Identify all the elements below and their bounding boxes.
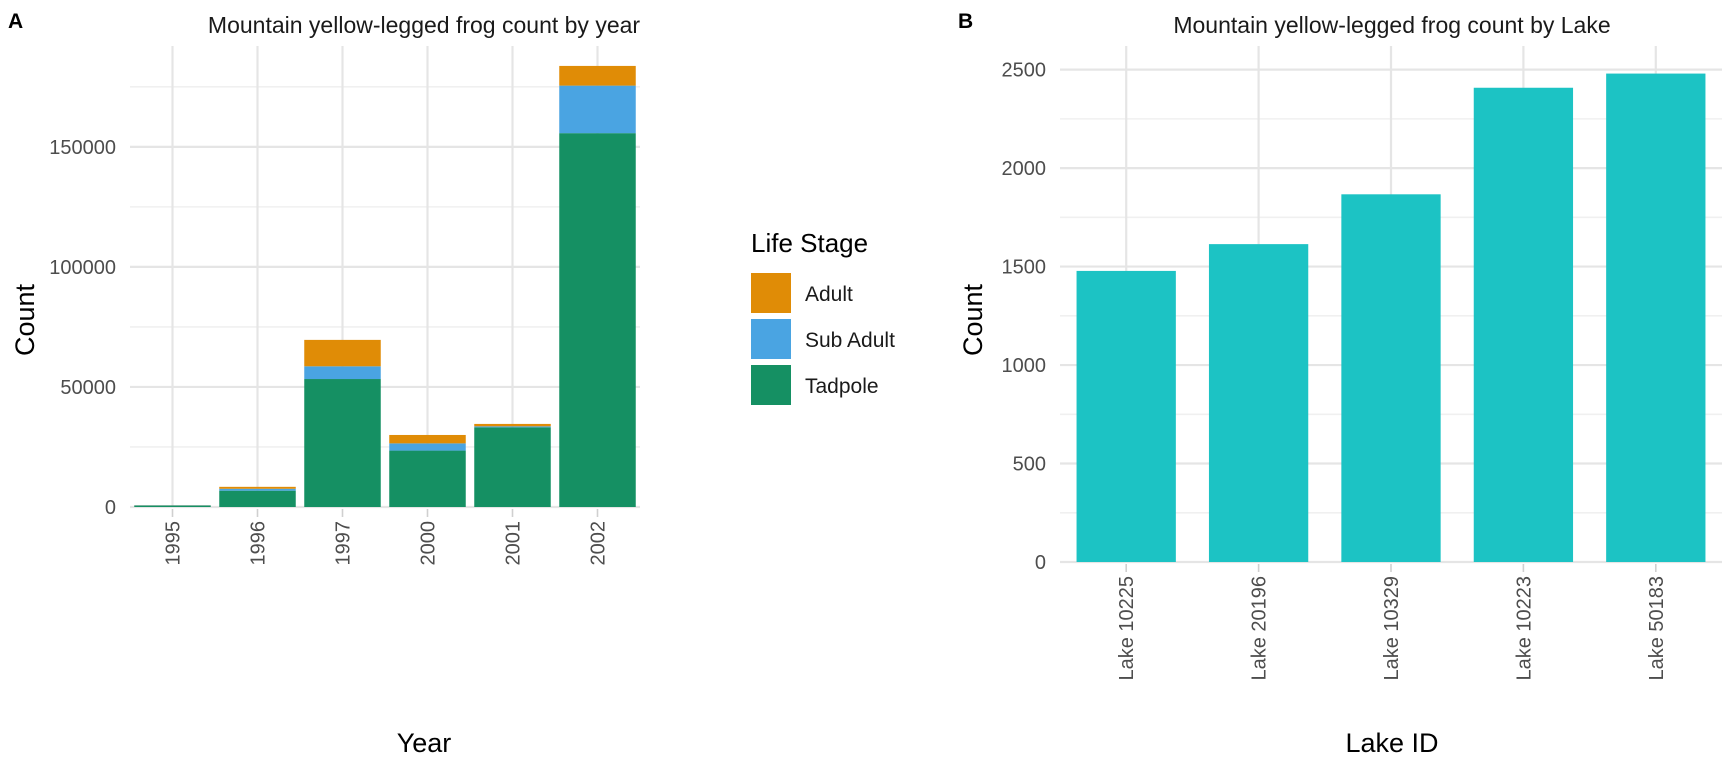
panel-b-tag: B [958, 10, 973, 33]
panel-b-x-axis-title: Lake ID [1345, 728, 1438, 758]
bar-tadpole-2000 [389, 450, 466, 507]
bar-lake-10223 [1473, 87, 1574, 562]
panel-b-x-ticks: Lake 10225 Lake 20196 Lake 10329 Lake 10223… [1116, 564, 1668, 681]
legend-label-adult: Adult [805, 283, 853, 306]
x-tick-label: 2002 [588, 521, 610, 566]
bar-sub-adult-1997 [304, 366, 381, 380]
bar-adult-2001 [474, 423, 551, 427]
panel-a-y-ticks: 0 50000 100000 150000 [49, 137, 116, 519]
x-tick-label: 1995 [163, 521, 185, 566]
y-tick-label: 2500 [1002, 60, 1047, 82]
bar-sub-adult-1996 [219, 488, 296, 491]
bar-lake-20196 [1208, 244, 1309, 563]
bar-tadpole-1995 [134, 505, 211, 507]
y-tick-label: 100000 [49, 257, 116, 279]
panel-b-y-axis-title: Count [958, 283, 988, 356]
panel-a-bars [134, 65, 636, 507]
x-tick-label: 1996 [248, 521, 270, 566]
bar-lake-50183 [1606, 73, 1706, 563]
bar-lake-10225 [1076, 270, 1176, 562]
y-tick-label: 1000 [1002, 355, 1047, 377]
legend-swatch-adult [751, 273, 791, 313]
bar-sub-adult-2000 [389, 443, 466, 451]
x-tick-label: 2000 [418, 521, 440, 566]
bar-sub-adult-2002 [559, 85, 636, 134]
bar-tadpole-2002 [559, 133, 636, 507]
panel-a-x-ticks: 1995 1996 1997 2000 2001 2002 [163, 509, 610, 566]
legend-swatch-tadpole [751, 365, 791, 405]
y-tick-label: 1500 [1002, 257, 1047, 279]
panel-a-y-axis-title: Count [10, 283, 40, 356]
panel-b-bars [1076, 73, 1706, 563]
bar-tadpole-1996 [219, 490, 296, 507]
x-tick-label: Lake 50183 [1646, 576, 1668, 681]
legend-swatch-sub-adult [751, 319, 791, 359]
bar-sub-adult-2001 [474, 426, 551, 428]
panel-a-tag: A [8, 10, 23, 33]
y-tick-label: 2000 [1002, 158, 1047, 180]
legend-title: Life Stage [751, 228, 868, 258]
bar-adult-2000 [389, 434, 466, 444]
legend-label-sub-adult: Sub Adult [805, 329, 895, 352]
x-tick-label: Lake 10329 [1381, 576, 1403, 681]
panel-b-y-ticks: 0 500 1000 1500 2000 2500 [1002, 60, 1047, 574]
x-tick-label: 1997 [333, 521, 355, 566]
panel-a-legend: Life Stage Adult Sub Adult Tadpole [751, 228, 895, 405]
y-tick-label: 50000 [60, 377, 116, 399]
x-tick-label: Lake 10225 [1116, 576, 1138, 681]
panel-b: B Mountain yellow-legged frog count by L… [958, 10, 1722, 758]
bar-adult-1997 [304, 339, 381, 367]
bar-adult-2002 [559, 65, 636, 86]
panel-a: A Mountain yellow-legged frog count by y… [8, 10, 895, 758]
panel-a-title: Mountain yellow-legged frog count by yea… [208, 12, 640, 38]
bar-adult-1996 [219, 486, 296, 489]
x-tick-label: 2001 [503, 521, 525, 566]
y-tick-label: 150000 [49, 137, 116, 159]
panel-a-x-axis-title: Year [397, 728, 452, 758]
x-tick-label: Lake 20196 [1249, 576, 1271, 681]
y-tick-label: 500 [1013, 454, 1046, 476]
bar-tadpole-2001 [474, 427, 551, 507]
panel-b-title: Mountain yellow-legged frog count by Lak… [1173, 12, 1610, 38]
x-tick-label: Lake 10223 [1513, 576, 1535, 681]
y-tick-label: 0 [1035, 552, 1046, 574]
bar-lake-10329 [1341, 194, 1441, 562]
y-tick-label: 0 [105, 497, 116, 519]
legend-label-tadpole: Tadpole [805, 375, 879, 398]
bar-tadpole-1997 [304, 379, 381, 507]
